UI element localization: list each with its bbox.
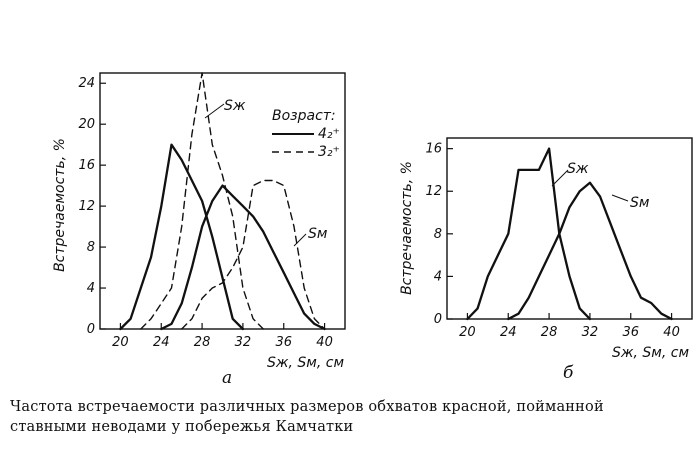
chart-a-x-tick-label: 32 (235, 335, 252, 350)
chart-a-annotation-sj-leader (204, 103, 225, 119)
chart-b-y-tick-label: 0 (434, 312, 442, 327)
caption-line-1: Частота встречаемости различных размеров… (10, 399, 604, 415)
chart-a-x-tick-label: 28 (194, 335, 211, 350)
chart-b-x-tick-label: 20 (459, 325, 476, 340)
chart-b-x-ticks: 20 24 28 32 36 40 (459, 313, 680, 340)
caption-line-2: ставными неводами у побережья Камчатки (10, 419, 354, 435)
chart-b-x-tick-label: 28 (541, 325, 558, 340)
chart-a-series-solid-sj (119, 143, 245, 331)
legend-label-solid: 4₂⁺ (318, 126, 340, 142)
chart-b-y-ticks: 0 4 8 12 16 (425, 142, 453, 327)
chart-a-panel-label: а (222, 368, 232, 388)
chart-b-series (466, 147, 673, 321)
chart-a-x-tick-label: 24 (153, 335, 170, 350)
chart-b-y-tick-label: 4 (434, 269, 442, 284)
chart-a-x-tick-label: 36 (275, 335, 292, 350)
chart-b-x-tick-label: 32 (582, 325, 599, 340)
figure-caption: Частота встречаемости различных размеров… (10, 397, 690, 437)
chart-a-annotation-sm: Sм (308, 226, 328, 242)
chart-panel-a: 0 4 8 12 16 20 24 20 24 28 32 36 40 Встречаемость, … (52, 72, 346, 388)
chart-b-annotation-sj: Sж (567, 161, 589, 177)
chart-a-series-solid-sm (160, 184, 326, 331)
chart-b-series-solid-sj (466, 147, 592, 321)
chart-b-x-tick-label: 40 (663, 325, 680, 340)
chart-a-y-tick-label: 20 (78, 117, 95, 132)
chart-a-series (119, 72, 326, 331)
chart-b-panel-label: б (563, 363, 574, 383)
chart-b-annotation-sj-leader (551, 169, 569, 187)
chart-a-y-tick-label: 8 (87, 240, 95, 255)
legend-label-dashed: 3₂⁺ (318, 144, 340, 160)
chart-a-ylabel: Встречаемость, % (52, 138, 68, 272)
chart-a-series-dashed-sm (180, 179, 326, 330)
chart-b-ylabel: Встречаемость, % (399, 161, 415, 295)
chart-b-x-tick-label: 24 (500, 325, 517, 340)
chart-a-x-ticks: 20 24 28 32 36 40 (112, 323, 333, 350)
chart-b-x-tick-label: 36 (622, 325, 639, 340)
chart-a-annotation-sj: Sж (224, 98, 246, 114)
chart-a-y-ticks: 0 4 8 12 16 20 24 (78, 76, 106, 337)
chart-b-annotation-sm: Sм (630, 195, 650, 211)
chart-b-series-solid-sm (507, 181, 673, 321)
chart-a-annotation-sm-leader (293, 233, 307, 247)
chart-b-y-tick-label: 12 (425, 184, 442, 199)
chart-a-x-tick-label: 40 (316, 335, 333, 350)
chart-b-annotation-sm-leader (611, 194, 629, 202)
chart-panel-b: 0 4 8 12 16 20 24 28 32 36 40 Встречаемость, % Sж… (399, 137, 693, 383)
legend-title: Возраст: (272, 108, 336, 124)
chart-a-y-tick-label: 24 (78, 76, 95, 91)
chart-a-y-tick-label: 16 (78, 158, 95, 173)
chart-a-series-dashed-sj (140, 72, 264, 330)
chart-b-xlabel: Sж, Sм, см (612, 345, 689, 361)
chart-a-x-tick-label: 20 (112, 335, 129, 350)
chart-b-y-tick-label: 16 (425, 142, 442, 157)
chart-a-y-tick-label: 12 (78, 199, 95, 214)
chart-a-xlabel: Sж, Sм, см (267, 355, 344, 371)
chart-a-frame (99, 72, 346, 330)
chart-a-y-tick-label: 0 (87, 322, 95, 337)
chart-a-y-tick-label: 4 (87, 281, 95, 296)
chart-b-frame (446, 137, 693, 320)
chart-b-y-tick-label: 8 (434, 227, 442, 242)
